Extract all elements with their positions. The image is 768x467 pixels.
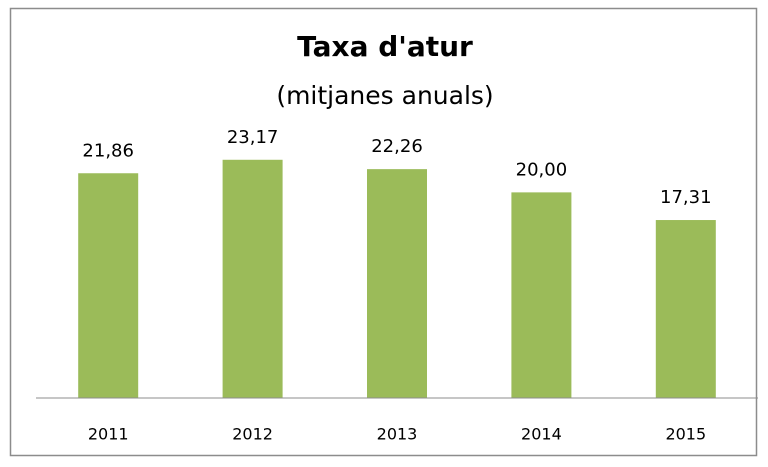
x-tick-label: 2013 [377, 425, 418, 444]
value-label: 21,86 [82, 140, 134, 161]
chart-title: Taxa d'atur [297, 30, 473, 63]
x-tick-label: 2012 [232, 425, 273, 444]
chart-subtitle: (mitjanes anuals) [276, 81, 493, 110]
x-tick-label: 2015 [665, 425, 706, 444]
value-label: 20,00 [516, 159, 568, 180]
value-label: 22,26 [371, 136, 423, 157]
bar [222, 159, 283, 398]
x-tick-label: 2014 [521, 425, 562, 444]
value-label: 17,31 [660, 187, 712, 208]
bar [511, 192, 572, 398]
value-label: 23,17 [227, 127, 279, 148]
bar [367, 169, 427, 398]
x-tick-label: 2011 [88, 425, 129, 444]
bar [655, 220, 716, 398]
bar [78, 173, 139, 398]
